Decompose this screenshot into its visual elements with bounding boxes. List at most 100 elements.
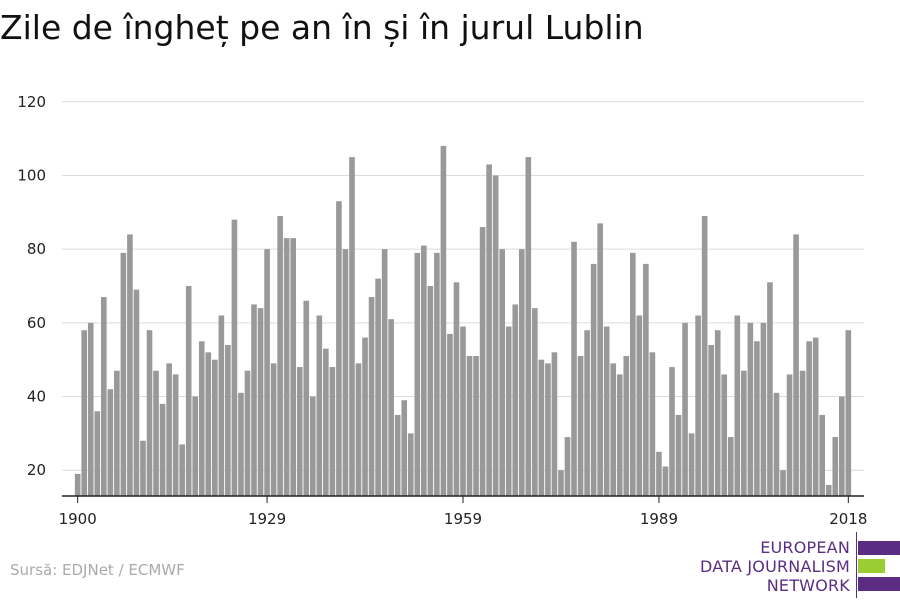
bar-1926 bbox=[244, 370, 251, 496]
bar-1953 bbox=[421, 245, 427, 496]
bar-1917 bbox=[185, 286, 192, 496]
bar-1963 bbox=[486, 164, 492, 496]
bar-1915 bbox=[172, 374, 179, 496]
bar-1984 bbox=[623, 356, 630, 496]
y-tick-labels: 20 40 60 80 100 120 bbox=[17, 93, 46, 479]
bar-1903 bbox=[94, 411, 101, 496]
bar-1975 bbox=[564, 437, 571, 496]
bar-1905 bbox=[107, 389, 114, 496]
bar-1980 bbox=[597, 223, 603, 497]
bar-1939 bbox=[329, 367, 336, 496]
bar-1977 bbox=[577, 356, 584, 496]
bar-2014 bbox=[819, 414, 826, 496]
logo-bar-purple-top bbox=[858, 541, 900, 555]
bar-1916 bbox=[179, 444, 185, 496]
bar-2018 bbox=[845, 330, 852, 496]
bar-1982 bbox=[610, 363, 617, 496]
bar-2006 bbox=[767, 282, 773, 496]
bar-1907 bbox=[120, 252, 127, 496]
bar-2001 bbox=[734, 315, 741, 496]
bar-1952 bbox=[414, 252, 421, 496]
bar-1955 bbox=[434, 252, 440, 496]
bar-1931 bbox=[277, 216, 283, 496]
bar-1961 bbox=[473, 356, 479, 496]
bar-1992 bbox=[675, 414, 682, 496]
bar-1958 bbox=[453, 282, 460, 496]
bar-2002 bbox=[741, 370, 747, 496]
bar-1921 bbox=[212, 359, 218, 496]
bar-1962 bbox=[479, 227, 486, 497]
logo-line-data-journalism: DATA JOURNALISM bbox=[700, 557, 850, 576]
bar-1989 bbox=[656, 451, 662, 496]
bar-2015 bbox=[825, 484, 832, 496]
bar-1948 bbox=[388, 319, 394, 496]
y-tick-label-20: 20 bbox=[27, 461, 46, 479]
x-tick-label-1929: 1929 bbox=[248, 510, 286, 528]
chart-title: Zile de îngheț pe an în și în jurul Lubl… bbox=[0, 8, 644, 47]
bar-1936 bbox=[309, 396, 316, 496]
bar-2007 bbox=[773, 392, 780, 496]
bar-1942 bbox=[349, 157, 355, 497]
bar-1934 bbox=[296, 367, 303, 496]
bar-1914 bbox=[166, 363, 172, 496]
bar-1997 bbox=[708, 344, 714, 496]
bar-1985 bbox=[629, 252, 636, 496]
bar-2004 bbox=[754, 341, 760, 496]
bar-1965 bbox=[499, 249, 505, 496]
bar-1999 bbox=[721, 374, 728, 496]
bar-1987 bbox=[643, 263, 649, 496]
logo-bar-purple-bottom bbox=[858, 577, 900, 591]
bar-1919 bbox=[198, 341, 205, 496]
x-ticks: 1900 1929 1959 1989 2018 bbox=[59, 496, 867, 528]
bar-1973 bbox=[551, 352, 558, 496]
bar-2003 bbox=[747, 322, 754, 496]
bar-1904 bbox=[100, 297, 107, 496]
bar-1910 bbox=[140, 440, 146, 496]
bar-1920 bbox=[205, 352, 212, 496]
bar-1908 bbox=[127, 234, 133, 496]
bar-1996 bbox=[701, 216, 708, 496]
bar-1929 bbox=[264, 249, 270, 496]
bar-1979 bbox=[590, 263, 597, 496]
bar-2009 bbox=[786, 374, 793, 496]
bar-1994 bbox=[688, 433, 695, 496]
bar-2000 bbox=[727, 437, 734, 496]
bar-1960 bbox=[466, 356, 473, 496]
bar-1972 bbox=[545, 363, 551, 496]
bar-1978 bbox=[584, 330, 590, 496]
bar-1976 bbox=[571, 241, 577, 496]
bar-1912 bbox=[153, 370, 159, 496]
bar-1941 bbox=[342, 249, 349, 496]
bar-1938 bbox=[323, 348, 329, 496]
bar-1944 bbox=[362, 337, 368, 496]
bar-1990 bbox=[662, 466, 669, 496]
bar-1959 bbox=[460, 326, 466, 496]
bar-1913 bbox=[159, 403, 166, 496]
bar-1924 bbox=[231, 219, 238, 496]
bar-1951 bbox=[407, 433, 414, 496]
x-tick-label-1959: 1959 bbox=[444, 510, 482, 528]
bar-1957 bbox=[447, 333, 453, 496]
logo-line-european: EUROPEAN bbox=[760, 538, 850, 557]
logo-line-network: NETWORK bbox=[766, 576, 850, 595]
bar-1946 bbox=[375, 278, 381, 496]
y-tick-label-60: 60 bbox=[27, 314, 46, 332]
bar-1900 bbox=[74, 473, 81, 496]
bars bbox=[74, 146, 852, 497]
bar-1943 bbox=[355, 363, 362, 496]
bar-1993 bbox=[682, 322, 688, 496]
bar-1947 bbox=[381, 249, 388, 496]
bar-1966 bbox=[505, 326, 512, 496]
y-tick-label-120: 120 bbox=[17, 93, 46, 111]
bar-1967 bbox=[512, 304, 519, 496]
bar-1935 bbox=[303, 300, 310, 496]
bar-1988 bbox=[649, 352, 656, 496]
bar-1918 bbox=[192, 396, 199, 496]
bar-1930 bbox=[270, 363, 277, 496]
bar-1974 bbox=[558, 470, 564, 496]
logo-divider bbox=[856, 532, 857, 598]
bar-1923 bbox=[225, 344, 231, 496]
bar-2012 bbox=[806, 341, 812, 496]
bar-1906 bbox=[114, 370, 120, 496]
